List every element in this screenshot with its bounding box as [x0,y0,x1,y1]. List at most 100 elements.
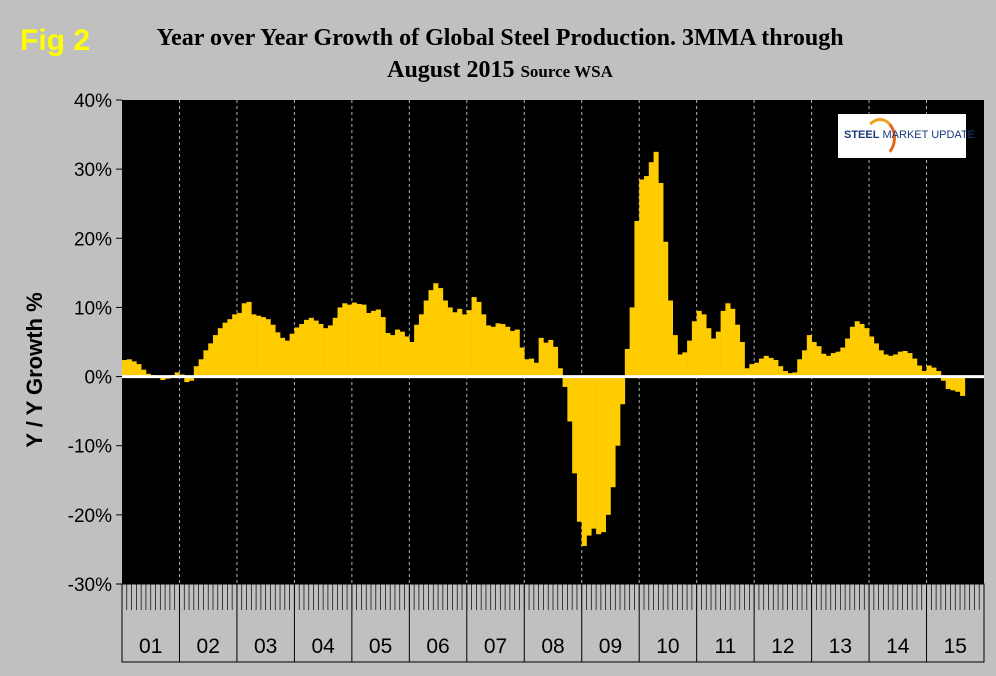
bar [174,372,180,377]
x-year-label: 03 [254,635,277,658]
bar [457,308,463,377]
bar [347,304,353,377]
bar [303,319,310,377]
bar [720,310,726,377]
bar [620,376,626,405]
title-source: Source WSA [520,62,613,81]
bar [869,336,875,377]
bar [313,320,319,377]
bar [212,335,219,377]
bar [543,342,549,377]
bar [189,376,195,381]
bar [778,366,784,377]
steel-market-update-logo: STEEL MARKET UPDATE [838,114,975,158]
bar [624,348,630,377]
bar [921,371,927,377]
y-tick-label: -20% [68,506,112,527]
bar [782,371,788,377]
bar [337,307,343,377]
bar [811,342,817,377]
bar [883,354,889,377]
bar [567,376,573,422]
bar [687,340,693,377]
bar [414,324,420,377]
bar [845,338,851,377]
bar [830,353,836,377]
bar [696,310,702,377]
bar [514,329,520,377]
bar [418,314,424,377]
bar [481,314,487,377]
x-year-label: 10 [656,635,679,658]
bar [821,353,827,377]
bar [356,303,362,377]
bar [371,310,377,377]
logo-swoosh-icon [864,118,896,158]
bar [332,317,338,377]
bar [505,326,511,377]
bar [691,321,697,377]
bar [576,376,583,522]
x-year-label: 11 [714,635,736,658]
bar [471,297,477,377]
bar [897,351,903,377]
bar [126,359,132,377]
bar [849,326,855,377]
bar [600,376,606,533]
bar [299,324,305,377]
bar [256,315,262,377]
bar [351,302,357,377]
bar [289,333,295,377]
bar [462,314,468,377]
bar [265,319,271,377]
bar [122,359,128,377]
bar [859,324,865,377]
bar [605,376,611,515]
bar [217,328,223,377]
bar [327,325,334,377]
x-year-label: 12 [771,635,794,658]
bar [667,300,674,377]
bar [916,365,923,377]
bar [260,317,266,377]
bar [236,312,243,377]
bar [193,366,199,377]
bar [529,358,535,377]
bar [854,321,860,377]
bar [744,368,750,377]
bar [725,303,731,377]
chart-title: Year over Year Growth of Global Steel Pr… [100,22,900,88]
bar [792,372,798,377]
x-year-label: 09 [599,635,622,658]
bar [227,319,233,377]
bar [682,352,688,377]
bar [375,309,381,377]
y-tick-label: 30% [74,160,112,181]
bar [596,376,602,535]
x-year-label: 15 [944,635,967,658]
bar [280,337,286,377]
y-tick-label: 20% [74,229,112,250]
bar [232,314,238,377]
bar [615,376,621,446]
bar [768,357,774,377]
bar [639,179,645,377]
bar [955,376,961,392]
bar [184,376,190,383]
bar [643,176,650,377]
x-year-label: 13 [829,635,852,658]
bar [730,308,736,377]
x-year-label: 06 [426,635,449,658]
bar [739,342,745,377]
bar [428,290,434,377]
title-line-2: August 2015 [387,57,515,83]
bar [500,324,506,377]
bar [390,335,396,377]
bar [490,326,496,377]
bar [509,330,515,377]
bar [802,350,808,377]
bar [806,335,812,377]
bar [294,327,300,377]
bar [840,347,846,377]
y-axis-label: Y / Y Growth % [22,292,47,447]
